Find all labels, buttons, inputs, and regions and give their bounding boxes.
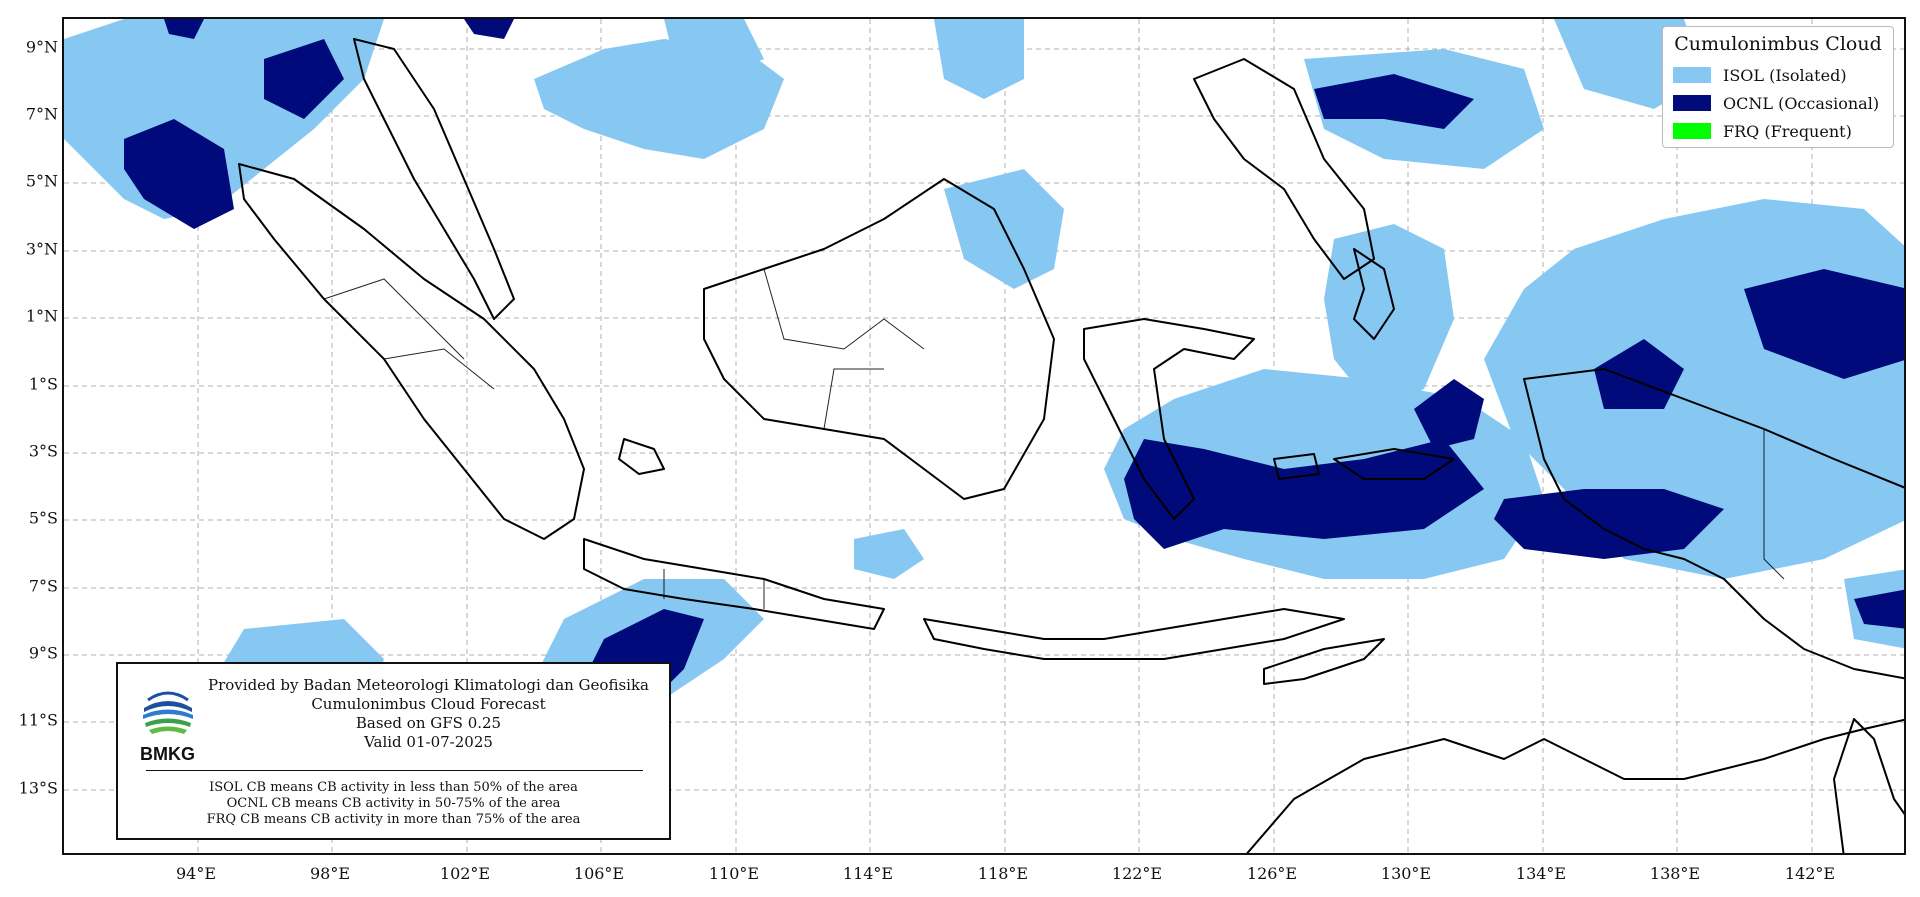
legend-swatch-isol bbox=[1673, 67, 1711, 83]
lat-label-5n: 5°N bbox=[25, 171, 58, 191]
coast-australia bbox=[1246, 718, 1904, 853]
lat-label-1s: 1°S bbox=[28, 374, 58, 394]
legend-item-isol: ISOL (Isolated) bbox=[1673, 61, 1883, 89]
coast-buru bbox=[1273, 453, 1320, 480]
ocnl-area-nw-3 bbox=[164, 19, 204, 39]
legend-item-ocnl: OCNL (Occasional) bbox=[1673, 89, 1883, 117]
lat-label-11s: 11°S bbox=[18, 710, 58, 730]
lat-label-1n: 1°N bbox=[25, 306, 58, 326]
lon-label-110e: 110°E bbox=[708, 864, 760, 883]
coast-seram bbox=[1333, 448, 1455, 480]
legend-label-ocnl: OCNL (Occasional) bbox=[1723, 93, 1880, 113]
bmkg-logo-text: BMKG bbox=[140, 744, 195, 764]
lon-label-142e: 142°E bbox=[1784, 864, 1836, 883]
coast-borneo bbox=[703, 178, 1055, 500]
ocnl-area-arafura bbox=[1494, 489, 1724, 559]
coast-timor bbox=[1263, 638, 1385, 685]
lon-label-102e: 102°E bbox=[439, 864, 491, 883]
info-forecast-title: Cumulonimbus Cloud Forecast bbox=[311, 695, 546, 713]
isol-area-sulawesi-west bbox=[854, 529, 924, 579]
lon-label-122e: 122°E bbox=[1111, 864, 1163, 883]
coast-halmahera bbox=[1353, 248, 1395, 340]
ocnl-area-pacific bbox=[1314, 74, 1474, 129]
lon-label-134e: 134°E bbox=[1515, 864, 1567, 883]
info-provider: Provided by Badan Meteorologi Klimatolog… bbox=[208, 676, 649, 694]
coast-new-guinea bbox=[1523, 368, 1904, 680]
info-model: Based on GFS 0.25 bbox=[355, 714, 502, 732]
admin-boundaries bbox=[323, 268, 1785, 609]
coast-philippines bbox=[1193, 58, 1375, 280]
isol-area-north-top bbox=[664, 19, 764, 79]
coast-bangka bbox=[618, 438, 665, 475]
ocnl-cloud-areas bbox=[124, 19, 1904, 709]
lon-label-94e: 94°E bbox=[175, 864, 217, 883]
note-ocnl: OCNL CB means CB activity in 50-75% of t… bbox=[226, 796, 561, 811]
coast-lesser-sunda bbox=[923, 608, 1345, 660]
coastlines bbox=[238, 38, 1904, 853]
coast-malay-peninsula bbox=[353, 38, 515, 320]
ocnl-area-north-top bbox=[464, 19, 514, 39]
ocnl-area-maluku-1 bbox=[1414, 379, 1484, 449]
ocnl-area-banda bbox=[1124, 439, 1484, 549]
legend-title: Cumulonimbus Cloud bbox=[1674, 33, 1882, 55]
lon-label-126e: 126°E bbox=[1246, 864, 1298, 883]
bmkg-logo-icon bbox=[142, 688, 194, 740]
ocnl-area-east-2 bbox=[1744, 269, 1904, 379]
lat-label-7s: 7°S bbox=[28, 576, 58, 596]
info-valid-date: Valid 01-07-2025 bbox=[364, 733, 493, 751]
lat-label-9n: 9°N bbox=[25, 37, 58, 57]
info-box: BMKG Provided by Badan Meteorologi Klima… bbox=[116, 662, 671, 840]
coast-java bbox=[583, 538, 885, 630]
isol-area-north-center bbox=[934, 19, 1024, 99]
lon-label-118e: 118°E bbox=[977, 864, 1029, 883]
lat-label-5s: 5°S bbox=[28, 508, 58, 528]
lat-label-3n: 3°N bbox=[25, 239, 58, 259]
legend-swatch-frq bbox=[1673, 123, 1711, 139]
map-legend: Cumulonimbus Cloud ISOL (Isolated) OCNL … bbox=[1662, 26, 1894, 148]
ocnl-area-bottom-right bbox=[1854, 589, 1904, 629]
lon-label-98e: 98°E bbox=[309, 864, 351, 883]
legend-label-isol: ISOL (Isolated) bbox=[1723, 65, 1847, 85]
ocnl-area-nw-2 bbox=[124, 119, 234, 229]
lon-label-114e: 114°E bbox=[842, 864, 894, 883]
coast-sulawesi bbox=[1083, 318, 1255, 520]
ocnl-area-nw-1 bbox=[264, 39, 344, 119]
lon-label-138e: 138°E bbox=[1649, 864, 1701, 883]
legend-label-frq: FRQ (Frequent) bbox=[1723, 121, 1852, 141]
lat-label-3s: 3°S bbox=[28, 441, 58, 461]
legend-item-frq: FRQ (Frequent) bbox=[1673, 117, 1883, 145]
note-frq: FRQ CB means CB activity in more than 75… bbox=[206, 812, 581, 827]
lon-label-106e: 106°E bbox=[573, 864, 625, 883]
lat-label-9s: 9°S bbox=[28, 643, 58, 663]
lat-label-13s: 13°S bbox=[18, 778, 58, 798]
info-divider bbox=[146, 770, 643, 771]
coast-cape-york bbox=[1833, 718, 1904, 853]
coast-sumatra bbox=[238, 163, 585, 540]
lon-label-130e: 130°E bbox=[1380, 864, 1432, 883]
legend-swatch-ocnl bbox=[1673, 95, 1711, 111]
lat-label-7n: 7°N bbox=[25, 104, 58, 124]
note-isol: ISOL CB means CB activity in less than 5… bbox=[209, 780, 578, 795]
